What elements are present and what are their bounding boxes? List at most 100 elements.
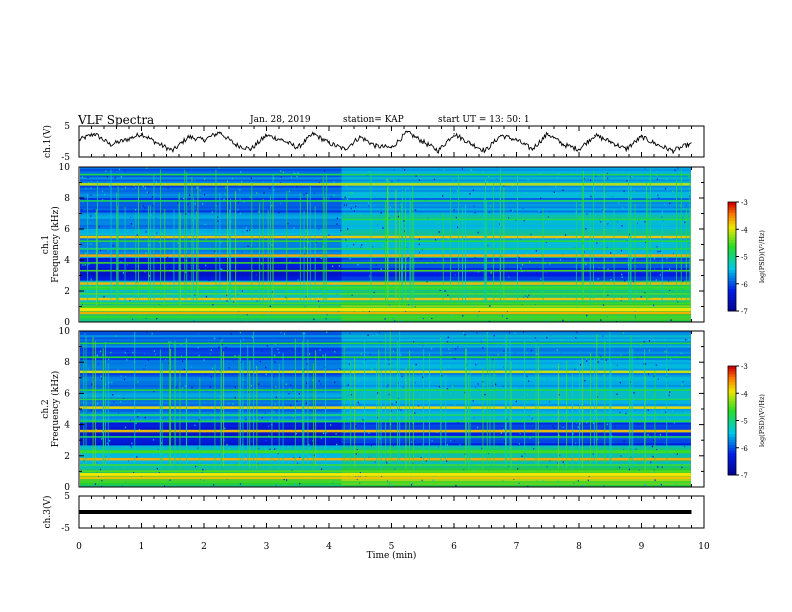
ch2-speckle: [359, 403, 361, 406]
ch2-speckle: [559, 396, 561, 398]
ch2-spike: [610, 362, 612, 469]
ch2-spike: [423, 348, 425, 467]
ch2-speckle: [517, 444, 520, 446]
ch2-speckle: [264, 412, 266, 414]
ch2-speckle: [347, 384, 349, 386]
ch1-speckle: [297, 171, 299, 173]
ch2-speckle: [211, 372, 213, 375]
ch1-speckle: [444, 290, 446, 292]
ch2-row: [80, 459, 342, 463]
ch1-speckle: [323, 314, 325, 317]
ch1-speckle: [258, 211, 260, 213]
ch2-speckle: [502, 480, 504, 482]
ch2-row: [80, 368, 342, 371]
ch1-speckle: [631, 257, 633, 259]
ch1-speckle: [535, 272, 537, 275]
ch2-speckle: [113, 401, 115, 403]
ch1-speckle: [667, 275, 669, 278]
ch1-speckle: [422, 265, 424, 267]
ch1-speckle: [339, 208, 341, 211]
ch2-spike: [364, 340, 365, 465]
ch2-row: [341, 343, 691, 346]
ch2-speckle: [482, 347, 484, 349]
ch2-speckle: [574, 368, 576, 371]
ch1-speckle: [357, 264, 359, 266]
ch2-speckle: [605, 359, 607, 361]
ch1-spike: [458, 175, 460, 300]
ch1-speckle: [240, 243, 242, 246]
ch1-speckle: [90, 243, 92, 245]
ch2-speckle: [82, 427, 84, 429]
ch1-speckle: [353, 243, 355, 246]
ch2-speckle: [514, 332, 516, 334]
ch1-point: [687, 144, 689, 146]
ch1-speckle: [427, 217, 429, 220]
ch1-speckle: [508, 276, 510, 278]
ch2-speckle: [613, 437, 615, 439]
ch1-speckle: [681, 245, 683, 247]
ch1-row: [341, 216, 691, 219]
ch2-speckle: [261, 349, 263, 352]
ch1-speckle: [654, 268, 656, 270]
ch2-speckle: [229, 448, 231, 450]
ch2-speckle: [336, 443, 338, 446]
ch2-speckle: [367, 334, 369, 336]
ch2-speckle: [598, 358, 600, 361]
ch1-spike: [581, 184, 583, 302]
ch2-speckle: [446, 437, 449, 440]
ch1-speckle: [145, 231, 147, 233]
ch2-speckle: [596, 396, 598, 398]
ch2-speckle: [153, 440, 155, 442]
ch1-colorbar-label: log(PSD)(V²/Hz): [758, 230, 766, 283]
ch1-speckle: [462, 177, 464, 179]
ch2-speckle: [182, 461, 184, 464]
ch2-speckle: [121, 348, 123, 350]
ch2-speckle: [144, 365, 147, 367]
ch1-point: [484, 150, 486, 152]
ch1-speckle: [271, 204, 273, 207]
ch2-speckle: [370, 444, 372, 447]
ch1-speckle: [660, 268, 662, 271]
ch2-speckle: [306, 363, 308, 365]
ch1-row: [341, 224, 691, 228]
ch1-row: [341, 280, 691, 284]
ch2-row: [341, 482, 691, 486]
ch2-speckle: [594, 410, 597, 413]
ch2-speckle: [153, 390, 155, 393]
ch1-speckle: [305, 230, 307, 233]
ch1-colorbar-cell: [728, 221, 736, 225]
ch1-speckle: [391, 180, 393, 183]
ch1-speckle: [656, 246, 658, 248]
ch1-row: [341, 255, 691, 259]
ch1-spike: [542, 207, 544, 305]
ch2-speckle: [587, 479, 589, 482]
ch2-speckle: [602, 374, 605, 377]
ch2-speckle: [518, 443, 520, 445]
ch2-row: [341, 459, 691, 463]
ch1-speckle: [382, 245, 384, 247]
ch2-speckle: [438, 386, 440, 388]
ch2-row: [80, 412, 342, 415]
ch2-speckle: [657, 466, 659, 468]
ch2-speckle: [400, 409, 402, 411]
ch2-speckle: [184, 385, 186, 387]
ch1-row: [80, 313, 342, 317]
ch2-speckle: [411, 483, 413, 485]
ch2-speckle: [431, 465, 433, 468]
ch2-speckle: [581, 403, 583, 406]
ch1-speckle: [234, 168, 236, 170]
ch2-row: [80, 453, 342, 457]
ch2-speckle: [388, 393, 390, 396]
ch2-speckle: [289, 350, 291, 352]
ch1-speckle: [124, 186, 127, 189]
ch1-speckle: [185, 259, 187, 262]
ch2-spike: [105, 341, 106, 466]
ch2-row: [80, 364, 342, 367]
ch2-speckle: [536, 339, 538, 342]
ch1-speckle: [607, 294, 609, 296]
ch2-speckle: [378, 331, 380, 334]
ch2-speckle: [226, 385, 228, 388]
ch2-speckle: [381, 475, 383, 477]
ch2-speckle: [234, 386, 236, 388]
ch2-colorbar-cell: [728, 442, 736, 446]
